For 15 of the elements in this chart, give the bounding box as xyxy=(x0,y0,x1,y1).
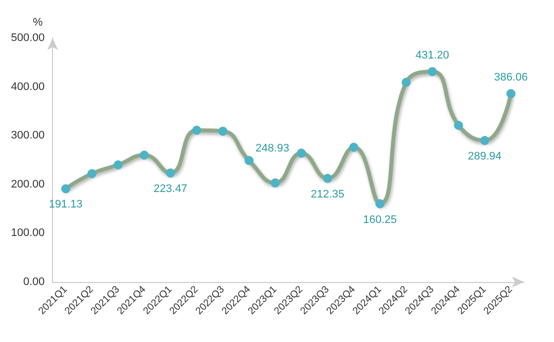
y-tick-label: 100.00 xyxy=(10,227,45,240)
data-label: 212.35 xyxy=(310,188,344,200)
y-tick-label: 200.00 xyxy=(10,178,45,190)
data-label: 223.47 xyxy=(154,182,188,195)
data-label: 191.13 xyxy=(48,198,83,211)
y-axis-title: % xyxy=(32,16,43,28)
y-tick-label: 0.00 xyxy=(23,276,45,288)
data-label: 431.20 xyxy=(416,50,450,62)
data-label: 289.94 xyxy=(468,150,502,163)
y-tick-label: 500.00 xyxy=(10,32,45,44)
data-label: 248.93 xyxy=(256,142,290,155)
data-label: 386.06 xyxy=(494,72,528,84)
y-tick-label: 400.00 xyxy=(10,80,45,93)
data-label: 160.25 xyxy=(363,214,397,226)
y-tick-label: 300.00 xyxy=(10,130,45,142)
